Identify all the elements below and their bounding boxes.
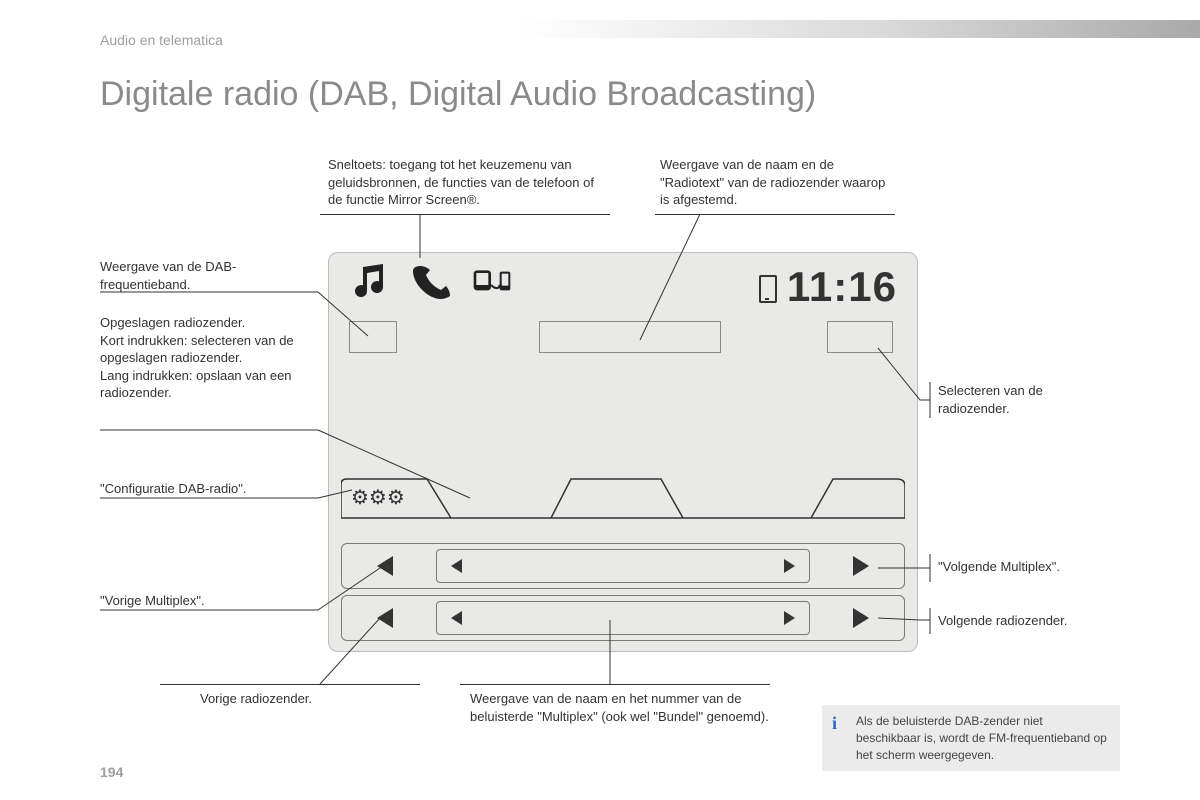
station-nav-row <box>341 595 905 641</box>
next-station-button[interactable] <box>818 596 904 640</box>
ann-prev-station: Vorige radiozender. <box>200 690 400 708</box>
multiplex-nav-row <box>341 543 905 589</box>
prev-multiplex-button[interactable] <box>342 544 428 588</box>
info-note: i Als de beluisterde DAB-zender niet bes… <box>822 705 1120 771</box>
top-shortcut-icons[interactable] <box>349 261 513 301</box>
music-icon <box>349 261 389 301</box>
prev-station-button[interactable] <box>342 596 428 640</box>
select-station-box[interactable] <box>827 321 893 353</box>
page-number: 194 <box>100 764 123 780</box>
dab-device-screen: 11:16 ⚙⚙⚙ <box>328 252 918 652</box>
page-title: Digitale radio (DAB, Digital Audio Broad… <box>100 75 816 114</box>
ann-select-station: Selecteren van de radiozender. <box>938 382 1108 417</box>
ann-preset: Opgeslagen radiozender. Kort indrukken: … <box>100 314 300 402</box>
underline <box>460 684 770 685</box>
underline <box>655 214 895 215</box>
multiplex-display <box>436 549 810 583</box>
gear-icon[interactable]: ⚙⚙⚙ <box>351 485 405 510</box>
section-label: Audio en telematica <box>100 32 223 48</box>
header-gradient <box>520 20 1200 38</box>
clock: 11:16 <box>787 263 897 311</box>
ann-multiplex-name: Weergave van de naam en het nummer van d… <box>470 690 770 725</box>
underline <box>320 214 610 215</box>
ann-radiotext: Weergave van de naam en de "Radiotext" v… <box>660 156 890 209</box>
signal-phone-icon <box>759 275 777 303</box>
ann-sneltoets: Sneltoets: toegang tot het keuzemenu van… <box>328 156 608 209</box>
ann-config: "Configuratie DAB-radio". <box>100 480 300 498</box>
mirror-screen-icon <box>473 261 513 301</box>
station-display <box>436 601 810 635</box>
tab-row <box>341 478 905 520</box>
phone-icon <box>411 261 451 301</box>
radiotext-box <box>539 321 721 353</box>
dab-band-box <box>349 321 397 353</box>
next-multiplex-button[interactable] <box>818 544 904 588</box>
ann-prev-multiplex: "Vorige Multiplex". <box>100 592 300 610</box>
info-icon: i <box>832 711 837 736</box>
ann-next-station: Volgende radiozender. <box>938 612 1108 630</box>
ann-next-multiplex: "Volgende Multiplex". <box>938 558 1108 576</box>
info-text: Als de beluisterde DAB-zender niet besch… <box>856 714 1107 762</box>
underline <box>160 684 420 685</box>
ann-dab-band: Weergave van de DAB-frequentieband. <box>100 258 290 293</box>
